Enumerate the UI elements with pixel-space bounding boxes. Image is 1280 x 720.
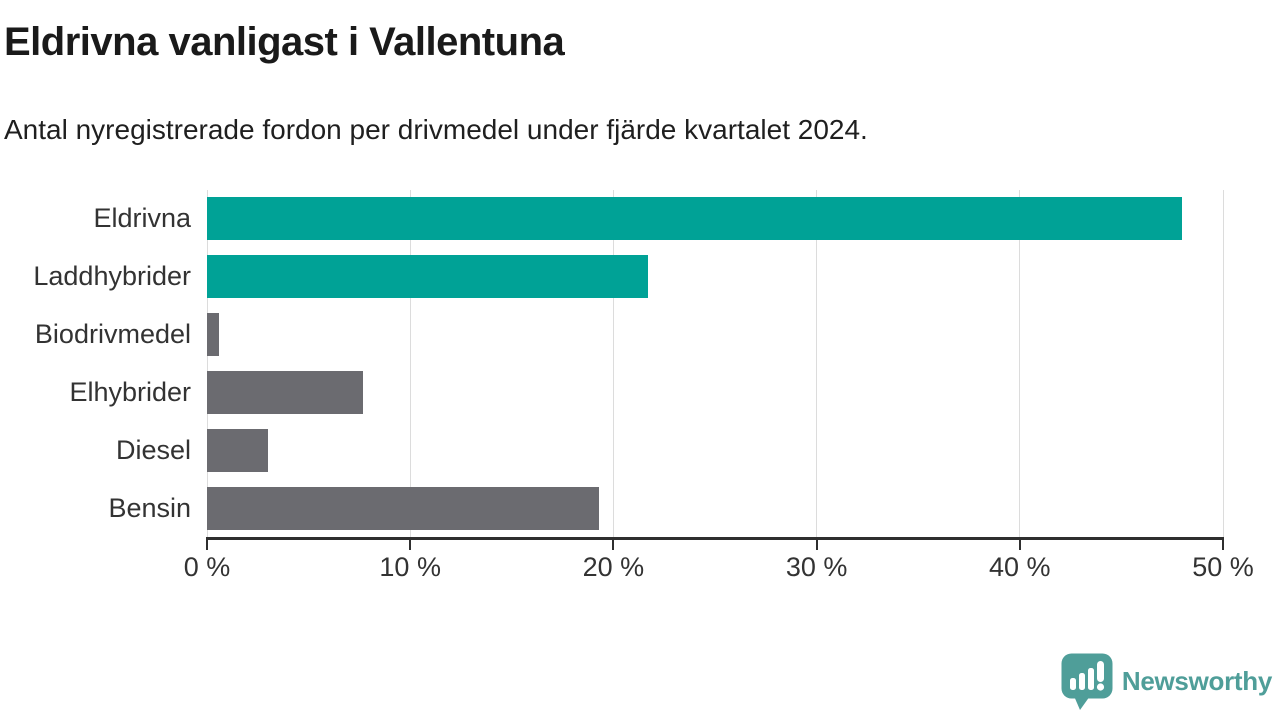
x-tick-label: 40 %: [989, 552, 1051, 582]
newsworthy-logo-icon: [1061, 653, 1113, 710]
bar-row: [207, 421, 1223, 479]
gridline: [816, 190, 818, 537]
bar-row: [207, 363, 1223, 421]
category-label: Biodrivmedel: [34, 319, 191, 350]
bar-row: [207, 190, 1223, 248]
bar-bensin: [207, 486, 600, 530]
bar-row: [207, 479, 1223, 537]
bar-row: [207, 306, 1223, 364]
bar-laddhybrider: [207, 255, 648, 299]
chart-subtitle: Antal nyregistrerade fordon per drivmede…: [4, 114, 868, 145]
newsworthy-logo-text: Newsworthy: [1121, 666, 1272, 696]
x-tick: [815, 537, 818, 550]
x-tick: [1018, 537, 1021, 550]
category-label: Diesel: [115, 434, 191, 465]
gridline: [409, 190, 411, 537]
x-tick: [1222, 537, 1224, 550]
gridline: [206, 190, 208, 537]
category-label: Elhybrider: [69, 376, 191, 407]
x-tick-label: 50 %: [1192, 552, 1254, 582]
bar-elhybrider: [207, 370, 364, 414]
newsworthy-logo: Newsworthy: [1061, 653, 1272, 710]
x-tick-label: 30 %: [785, 552, 848, 582]
chart-title: Eldrivna vanligast i Vallentuna: [4, 20, 565, 64]
category-label: Laddhybrider: [33, 261, 191, 292]
x-tick-label: 20 %: [582, 552, 645, 582]
bar-row: [207, 248, 1223, 306]
x-tick: [206, 537, 208, 550]
y-axis-category-labels: Eldrivna Laddhybrider Biodrivmedel Elhybrid…: [0, 190, 191, 537]
x-tick: [409, 537, 412, 550]
category-label: Eldrivna: [93, 203, 191, 234]
category-label: Bensin: [108, 492, 191, 523]
x-tick-label: 10 %: [379, 552, 441, 582]
gridline: [1019, 190, 1021, 537]
bar-eldrivna: [207, 197, 1183, 241]
x-tick: [612, 537, 615, 550]
bar-rows: [207, 190, 1223, 537]
x-tick-label: 0 %: [183, 552, 231, 582]
bar-biodrivmedel: [207, 313, 220, 357]
plot-area: 0 % 10 % 20 % 30 % 40 % 50 %: [184, 190, 1254, 582]
gridline: [612, 190, 614, 537]
gridline: [1222, 190, 1224, 537]
bar-diesel: [207, 428, 268, 472]
